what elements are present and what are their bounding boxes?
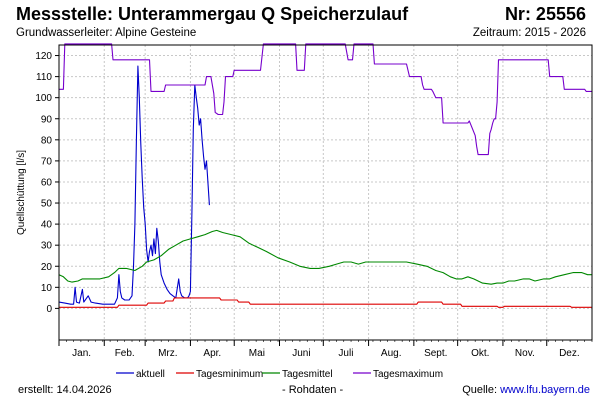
y-tick-label: 20 [41,262,53,273]
y-tick-label: 50 [41,199,53,210]
station-number: Nr: 25556 [504,4,586,24]
x-tick-label: Jan. [72,348,91,359]
x-tick-label: Sept. [424,348,447,359]
x-tick-label: Apr. [203,348,221,359]
plot-frame [58,44,593,341]
x-tick-label: Feb. [115,348,135,359]
series-line-tagesmittel [58,229,592,285]
legend-label-aktuell: aktuell [136,369,165,380]
y-tick-label: 60 [41,177,53,188]
source-label: Quelle: [462,384,498,396]
y-tick-label: 110 [36,72,52,83]
created-label: erstellt: 14.04.2026 [18,384,112,396]
legend-label-tagesmittel: Tagesmittel [282,369,333,380]
y-tick-label: 100 [35,93,52,104]
y-tick-label: 70 [41,156,53,167]
legend-label-tagesmaximum: Tagesmaximum [373,369,443,380]
y-tick-label: 0 [46,304,52,315]
x-tick-label: Juli [338,348,353,359]
y-axis-label: Quellschüttung [l/s] [16,150,27,235]
created-date: 14.04.2026 [56,384,112,396]
series-line-tagesmaximum [59,43,592,156]
x-tick-label: Okt. [471,348,489,359]
series-line-tagesminimum [59,297,592,308]
legend-label-tagesminimum: Tagesminimum [196,369,263,380]
chart-title: Messstelle: Unterammergau Q Speicherzula… [16,4,409,24]
x-tick-label: Nov. [515,348,535,359]
period-label: Zeitraum: 2015 - 2026 [472,27,586,39]
y-tick-label: 40 [41,220,53,231]
x-tick-label: Juni [292,348,310,359]
x-tick-label: Mrz. [158,348,177,359]
created-label-text: erstellt: [18,384,54,396]
y-tick-label: 10 [41,283,53,294]
data-type-label: - Rohdaten - [282,384,344,396]
y-tick-label: 30 [41,241,53,252]
source-link[interactable]: www.lfu.bayern.de [500,384,590,396]
y-tick-label: 120 [35,51,52,62]
aquifer-label: Grundwasserleiter: Alpine Gesteine [16,27,197,39]
y-tick-label: 90 [41,114,53,125]
x-tick-label: Dez. [559,348,580,359]
x-tick-label: Mai [249,348,265,359]
y-tick-label: 80 [41,135,53,146]
x-tick-label: Aug. [381,348,402,359]
series-line-aktuell [58,65,210,305]
source-credit: Quelle: www.lfu.bayern.de [462,384,590,396]
